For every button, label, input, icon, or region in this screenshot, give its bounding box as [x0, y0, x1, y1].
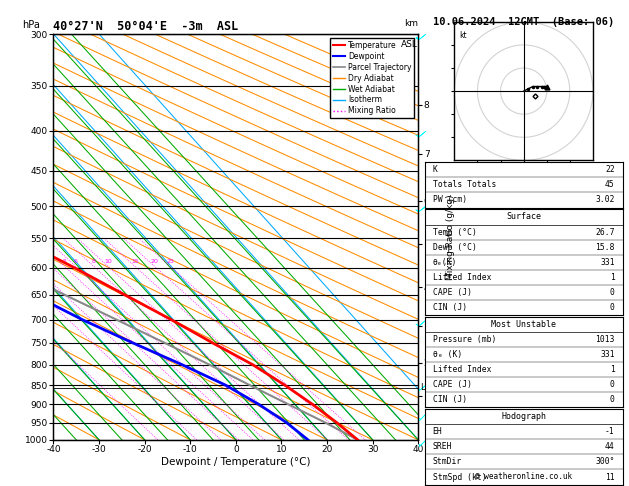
Text: 0: 0: [610, 303, 615, 312]
Text: CAPE (J): CAPE (J): [433, 288, 472, 297]
Text: 6: 6: [74, 260, 78, 264]
Text: θₑ(K): θₑ(K): [433, 258, 457, 267]
Legend: Temperature, Dewpoint, Parcel Trajectory, Dry Adiabat, Wet Adiabat, Isotherm, Mi: Temperature, Dewpoint, Parcel Trajectory…: [330, 38, 415, 119]
Text: 25: 25: [167, 260, 174, 264]
Text: 8: 8: [92, 260, 96, 264]
Text: θₑ (K): θₑ (K): [433, 350, 462, 359]
X-axis label: Dewpoint / Temperature (°C): Dewpoint / Temperature (°C): [161, 457, 311, 467]
Text: 1: 1: [610, 273, 615, 282]
Text: 0: 0: [610, 288, 615, 297]
Text: 45: 45: [605, 180, 615, 190]
Text: Most Unstable: Most Unstable: [491, 320, 556, 329]
Text: Mixing Ratio (g/kg): Mixing Ratio (g/kg): [447, 194, 455, 280]
Text: SREH: SREH: [433, 442, 452, 451]
Text: 15.8: 15.8: [595, 243, 615, 252]
Text: 331: 331: [600, 258, 615, 267]
Text: 20: 20: [151, 260, 159, 264]
Text: CIN (J): CIN (J): [433, 303, 467, 312]
Text: Dewp (°C): Dewp (°C): [433, 243, 476, 252]
Text: EH: EH: [433, 427, 442, 436]
Text: Totals Totals: Totals Totals: [433, 180, 496, 190]
Text: 10.06.2024  12GMT  (Base: 06): 10.06.2024 12GMT (Base: 06): [433, 17, 615, 27]
Text: -1: -1: [605, 427, 615, 436]
Text: 22: 22: [605, 165, 615, 174]
Text: hPa: hPa: [23, 20, 40, 30]
Text: 40°27'N  50°04'E  -3m  ASL: 40°27'N 50°04'E -3m ASL: [53, 20, 239, 33]
Text: 1013: 1013: [595, 335, 615, 344]
Text: 5: 5: [63, 260, 67, 264]
Text: Lifted Index: Lifted Index: [433, 273, 491, 282]
Text: 26.7: 26.7: [595, 227, 615, 237]
Text: CIN (J): CIN (J): [433, 395, 467, 404]
Text: 11: 11: [605, 472, 615, 482]
Text: 10: 10: [104, 260, 112, 264]
Text: ASL: ASL: [401, 40, 418, 49]
Text: Lifted Index: Lifted Index: [433, 365, 491, 374]
Text: 1: 1: [610, 365, 615, 374]
Text: PW (cm): PW (cm): [433, 195, 467, 205]
Text: Surface: Surface: [506, 212, 541, 222]
Text: 15: 15: [131, 260, 139, 264]
Text: © weatheronline.co.uk: © weatheronline.co.uk: [475, 472, 572, 481]
Text: kt: kt: [459, 31, 467, 40]
Text: StmDir: StmDir: [433, 457, 462, 467]
Text: Pressure (mb): Pressure (mb): [433, 335, 496, 344]
Text: LCL: LCL: [420, 383, 435, 392]
Text: CAPE (J): CAPE (J): [433, 380, 472, 389]
Text: K: K: [433, 165, 437, 174]
Text: km: km: [404, 19, 418, 28]
Text: 331: 331: [600, 350, 615, 359]
Text: 44: 44: [605, 442, 615, 451]
Text: Hodograph: Hodograph: [501, 412, 546, 421]
Text: Temp (°C): Temp (°C): [433, 227, 476, 237]
Text: StmSpd (kt): StmSpd (kt): [433, 472, 486, 482]
Text: 300°: 300°: [595, 457, 615, 467]
Text: 0: 0: [610, 380, 615, 389]
Text: 0: 0: [610, 395, 615, 404]
Text: 3.02: 3.02: [595, 195, 615, 205]
